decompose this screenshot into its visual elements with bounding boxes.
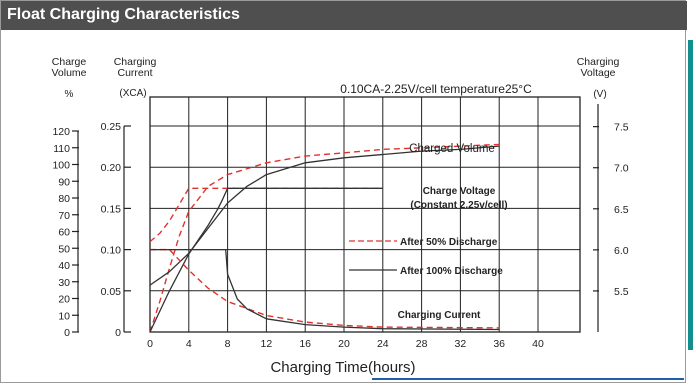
panel-title: Float Charging Characteristics — [7, 6, 240, 23]
legend-label: After 100% Discharge — [400, 266, 503, 277]
charging-current-label: Charging — [114, 56, 157, 68]
charging-voltage-unit: (V) — [593, 89, 606, 100]
x-tick-label: 20 — [338, 338, 350, 350]
axes: 010203040506070809010011012000.050.100.1… — [52, 104, 629, 350]
x-tick-label: 4 — [186, 338, 192, 350]
charge-volume-tick-label: 90 — [58, 176, 70, 188]
charging-current-tick-label: 0.05 — [101, 286, 122, 298]
charge-volume-tick-label: 0 — [64, 327, 70, 339]
charging-current-after-50-discharge-line — [150, 248, 500, 329]
charging-current-unit: (XCA) — [119, 88, 146, 99]
charge-volume-tick-label: 100 — [52, 160, 70, 172]
charging-current-after-100-discharge-line — [150, 248, 500, 331]
x-tick-label: 40 — [532, 338, 544, 350]
plot-frame — [149, 96, 581, 333]
charging-voltage-tick-label: 7.5 — [614, 122, 629, 134]
charge-volume-tick-label: 20 — [58, 294, 70, 306]
charge-volume-tick-label: 10 — [58, 310, 70, 322]
chart-subtitle: 0.10CA-2.25V/cell temperature25°C — [340, 82, 532, 96]
x-axis-label: Charging Time(hours) — [270, 359, 415, 376]
charge-volume-tick-label: 40 — [58, 260, 70, 272]
charge-volume-label: Charge — [52, 56, 87, 68]
charging-voltage-tick-label: 6.0 — [614, 245, 629, 257]
grid — [149, 96, 581, 333]
charge-volume-tick-label: 110 — [53, 143, 70, 155]
bottom-rule — [372, 378, 684, 380]
x-tick-label: 24 — [377, 338, 389, 350]
series-lines — [149, 143, 500, 333]
charge-volume-tick-label: 120 — [52, 126, 70, 138]
charge-volume-tick-label: 50 — [58, 243, 70, 255]
x-tick-label: 8 — [225, 338, 231, 350]
x-tick-label: 32 — [455, 338, 467, 350]
charging-current-tick-label: 0 — [115, 327, 121, 339]
charging-current-tick-label: 0.15 — [101, 203, 122, 215]
charging-current-label: Current — [117, 67, 152, 79]
charge-volume-tick-label: 60 — [58, 227, 70, 239]
charge-voltage-after-100-discharge-line — [149, 187, 383, 333]
charging-voltage-tick-label: 5.5 — [614, 286, 629, 298]
charging-voltage-tick-label: 6.5 — [614, 204, 629, 216]
charging-current-tick-label: 0.25 — [101, 121, 122, 133]
charge-volume-tick-label: 30 — [58, 277, 70, 289]
x-tick-label: 28 — [416, 338, 428, 350]
charging-voltage-tick-label: 7.0 — [614, 163, 629, 175]
annotation-charged-volume: Charged Volume — [409, 143, 495, 155]
annotation-charge-voltage-note: (Constant 2.25v/cell) — [410, 200, 507, 211]
x-tick-label: 0 — [147, 338, 153, 350]
x-tick-label: 36 — [493, 338, 505, 350]
charging-current-tick-label: 0.10 — [101, 245, 122, 257]
charge-volume-label: Volume — [51, 67, 86, 79]
charging-current-tick-label: 0.20 — [101, 162, 122, 174]
chart-panel: Float Charging Characteristics — [0, 0, 687, 383]
x-tick-label: 16 — [299, 338, 311, 350]
panel-header: Float Charging Characteristics — [1, 1, 687, 30]
charging-voltage-label: Charging — [577, 56, 620, 68]
charge-volume-tick-label: 80 — [58, 193, 70, 205]
charged-volume-after-50-discharge-line — [149, 143, 500, 333]
charge-voltage-after-50-discharge-line — [149, 187, 383, 243]
annotation-charging-current: Charging Current — [398, 310, 481, 321]
charging-voltage-label: Voltage — [580, 67, 615, 79]
x-tick-label: 12 — [261, 338, 273, 350]
chart-labels: ChargeVolume%ChargingCurrent(XCA)Chargin… — [51, 56, 619, 376]
annotation-charge-voltage: Charge Voltage — [423, 186, 496, 197]
legend-label: After 50% Discharge — [400, 237, 498, 248]
accent-bar — [688, 40, 693, 350]
charge-volume-tick-label: 70 — [58, 210, 70, 222]
charge-volume-unit: % — [65, 89, 74, 100]
